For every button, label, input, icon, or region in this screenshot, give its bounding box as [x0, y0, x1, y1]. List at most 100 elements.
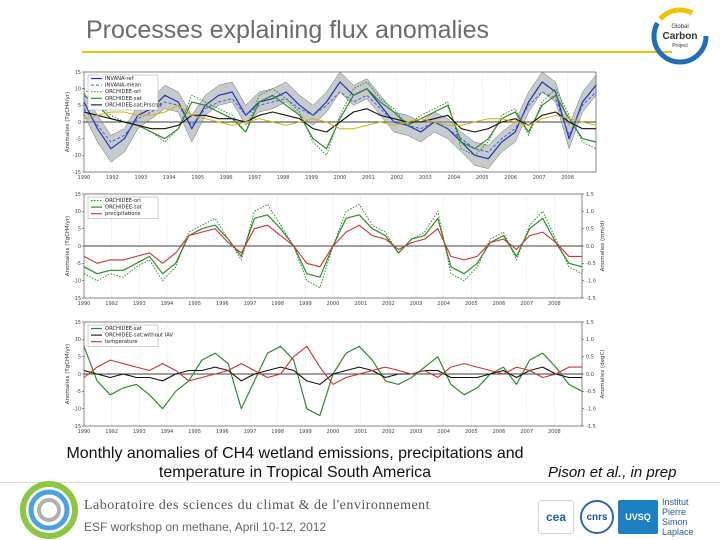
x-tick-label: 2002 [382, 429, 395, 435]
series-line-orchidee-sat [83, 88, 597, 150]
y2-axis-label: Anomalies (mm/d) [600, 221, 606, 272]
y-tick-label: 5 [78, 226, 81, 232]
y-tick-label: -15 [73, 424, 81, 430]
y-tick-label: -15 [73, 170, 81, 176]
y-tick-label: -10 [73, 406, 81, 412]
y-tick-label: -15 [73, 296, 81, 302]
series-line-orchidee-sat-prscrpt [83, 108, 596, 133]
x-tick-label: 1990 [78, 429, 91, 435]
x-tick-label: 2005 [465, 301, 478, 307]
y-tick-label: 0 [78, 372, 81, 378]
y2-tick-label: 0.0 [586, 372, 594, 378]
legend-label: INVANA-mean [105, 83, 141, 89]
x-tick-label: 2007 [533, 175, 546, 181]
x-tick-label: 1994 [161, 429, 174, 435]
y2-tick-label: 0.5 [586, 226, 594, 232]
y2-tick-label: 0.5 [586, 354, 594, 360]
legend-label: precipitations [105, 211, 141, 217]
x-tick-label: 2008 [561, 175, 574, 181]
y2-tick-label: 1.5 [586, 192, 594, 198]
y-tick-label: 5 [78, 354, 81, 360]
x-tick-label: 2002 [391, 175, 404, 181]
x-tick-label: 2007 [520, 429, 533, 435]
y-tick-label: 10 [75, 209, 81, 215]
x-tick-label: 1993 [135, 175, 148, 181]
series-line-temperature [83, 345, 582, 385]
y-tick-label: 10 [75, 86, 81, 92]
x-tick-label: 2000 [327, 301, 340, 307]
x-tick-label: 1992 [105, 429, 118, 435]
y-tick-label: 15 [75, 192, 81, 198]
legend: INVANA-refINVANA-meanORCHIDEE-orlORCHIDE… [87, 74, 162, 111]
cnrs-logo: cnrs [580, 500, 614, 534]
citation: Pison et al., in prep [548, 464, 677, 481]
x-tick-label: 1997 [244, 429, 257, 435]
x-tick-label: 1998 [271, 301, 284, 307]
x-tick-label: 2003 [410, 301, 423, 307]
y2-tick-label: 1.5 [586, 320, 594, 326]
series-line-precipitations [83, 224, 582, 268]
legend-box [87, 74, 159, 111]
y2-axis-label: Anomalies (degC) [600, 350, 606, 399]
invana-envelope-band [83, 71, 597, 169]
chart-ch4-vs-precipitation: 1990 1992 1993 1994 1995 1996 1997 1998 1999 2000… [62, 190, 610, 312]
x-tick-label: 1990 [78, 175, 91, 181]
x-tick-label: 2004 [437, 301, 450, 307]
y2-tick-label: -0.5 [586, 261, 596, 267]
title-underline [82, 51, 672, 53]
cea-logo: cea [538, 500, 574, 534]
y-tick-label: 5 [78, 103, 81, 109]
global-carbon-project-logo: Global Carbon Project [651, 7, 709, 65]
x-tick-label: 1995 [188, 429, 201, 435]
x-tick-label: 2003 [410, 429, 423, 435]
x-tick-label: 2000 [327, 429, 340, 435]
legend-label: ORCHIDEE-sat [105, 326, 142, 332]
x-tick-label: 2005 [465, 429, 478, 435]
y2-tick-label: -1.5 [586, 424, 596, 430]
x-tick-label: 1993 [133, 301, 146, 307]
x-tick-label: 2005 [476, 175, 489, 181]
x-tick-label: 2006 [504, 175, 517, 181]
legend-label: ORCHIDEE-sat [105, 205, 142, 211]
legend-label: INVANA-ref [105, 76, 134, 82]
logo-word-global: Global [671, 24, 688, 30]
x-tick-label: 1996 [220, 175, 233, 181]
x-tick-label: 2001 [354, 429, 367, 435]
x-tick-label: 1990 [78, 301, 91, 307]
series-line-orchidee-sat-without-iav [83, 366, 582, 385]
y-tick-label: -5 [76, 136, 81, 142]
y-tick-label: -10 [73, 153, 81, 159]
x-tick-label: 1995 [188, 301, 201, 307]
y-tick-label: 10 [75, 337, 81, 343]
legend-label: ORCHIDEE-orl [105, 198, 141, 204]
y-axis-label: Anomalies (TgCH4/yr) [65, 344, 71, 404]
x-tick-label: 1992 [105, 301, 118, 307]
x-tick-label: 2001 [362, 175, 375, 181]
y2-tick-label: 1.0 [586, 337, 594, 343]
chart-svg-2: 1990 1992 1993 1994 1995 1996 1997 1998 1999 2000… [65, 320, 606, 435]
legend-box [87, 324, 159, 347]
chart-svg-0: 1990 1992 1993 1994 1995 1996 1997 1998 1999 2000… [65, 70, 597, 181]
workshop-footer: ESF workshop on methane, April 10-12, 20… [84, 520, 327, 534]
y-tick-label: 15 [75, 70, 81, 76]
y2-tick-label: 0.0 [586, 244, 594, 250]
y-tick-label: 15 [75, 320, 81, 326]
x-tick-label: 1998 [277, 175, 290, 181]
x-tick-label: 1998 [271, 429, 284, 435]
y-axis-label: Anomalies (TgCH4/yr) [65, 92, 71, 152]
x-tick-label: 2007 [520, 301, 533, 307]
legend-label: ORCHIDEE-orl [105, 89, 141, 95]
chart-ch4-inversions-vs-orchidee: 1990 1992 1993 1994 1995 1996 1997 1998 1999 2000… [62, 68, 610, 186]
x-tick-label: 1995 [191, 175, 204, 181]
x-tick-label: 2006 [493, 301, 506, 307]
x-tick-label: 2004 [447, 175, 460, 181]
y-tick-label: 0 [78, 244, 81, 250]
y2-tick-label: -0.5 [586, 389, 596, 395]
x-tick-label: 2004 [437, 429, 450, 435]
x-tick-label: 2008 [548, 301, 561, 307]
lsce-logo [20, 481, 78, 539]
x-tick-label: 2006 [493, 429, 506, 435]
x-tick-label: 1994 [163, 175, 176, 181]
